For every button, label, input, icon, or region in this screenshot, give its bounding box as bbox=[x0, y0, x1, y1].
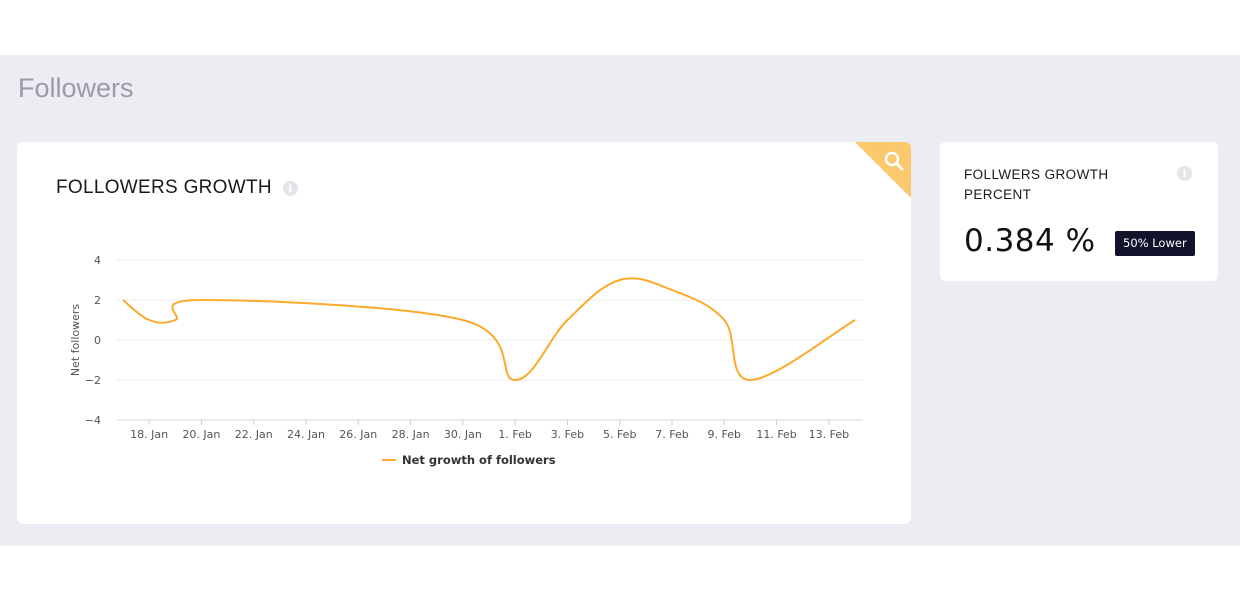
x-tick-label: 20. Jan bbox=[182, 428, 220, 441]
growth-percent-card: FOLLWERS GROWTH PERCENT i 0.384 % 50% Lo… bbox=[940, 142, 1218, 281]
y-tick-label: −2 bbox=[85, 374, 101, 387]
x-tick-label: 9. Feb bbox=[708, 428, 741, 441]
x-tick-label: 5. Feb bbox=[603, 428, 636, 441]
x-tick-label: 3. Feb bbox=[551, 428, 584, 441]
x-tick-label: 26. Jan bbox=[339, 428, 377, 441]
card-title-text: FOLLOWERS GROWTH bbox=[56, 177, 272, 198]
x-tick-label: 22. Jan bbox=[235, 428, 273, 441]
followers-growth-chart: 4 2 0 −2 −4 18. Jan 20. Jan 22. Jan 24. Jan 26. J… bbox=[69, 254, 863, 467]
legend-label: Net growth of followers bbox=[402, 453, 556, 467]
x-tick-label: 1. Feb bbox=[498, 428, 531, 441]
y-tick-label: 4 bbox=[94, 254, 101, 267]
search-icon[interactable] bbox=[883, 150, 905, 172]
followers-growth-card: FOLLOWERS GROWTH i 4 2 0 −2 −4 18. Jan 20. Jan… bbox=[17, 142, 911, 524]
x-tick-label: 13. Feb bbox=[809, 428, 849, 441]
section-title: Followers bbox=[18, 73, 134, 103]
y-tick-label: 0 bbox=[94, 334, 101, 347]
x-tick-label: 24. Jan bbox=[287, 428, 325, 441]
card-title: FOLLOWERS GROWTH i bbox=[56, 177, 298, 199]
x-tick-label: 11. Feb bbox=[756, 428, 796, 441]
y-tick-label: 2 bbox=[94, 294, 101, 307]
info-icon[interactable]: i bbox=[1177, 166, 1192, 181]
info-icon[interactable]: i bbox=[282, 180, 298, 196]
y-axis-label: Net followers bbox=[69, 304, 82, 377]
x-tick-label: 7. Feb bbox=[655, 428, 688, 441]
comparison-badge: 50% Lower bbox=[1115, 231, 1195, 256]
y-tick-label: −4 bbox=[85, 414, 101, 427]
x-tick-label: 18. Jan bbox=[130, 428, 168, 441]
x-tick-label: 28. Jan bbox=[392, 428, 430, 441]
growth-percent-value: 0.384 % bbox=[964, 223, 1096, 259]
x-tick-label: 30. Jan bbox=[444, 428, 482, 441]
growth-percent-title: FOLLWERS GROWTH PERCENT bbox=[964, 167, 1109, 202]
series-line bbox=[122, 277, 856, 382]
